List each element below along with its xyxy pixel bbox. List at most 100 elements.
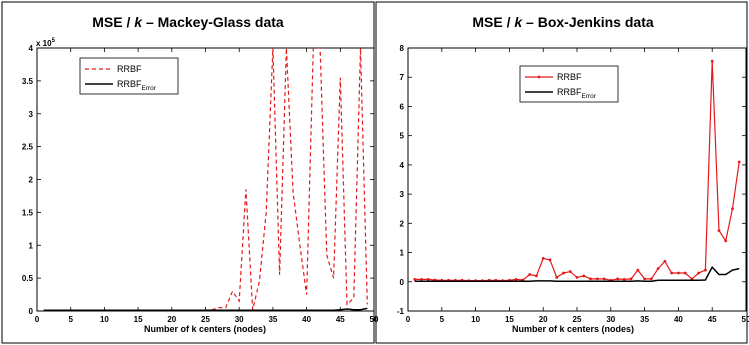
x-tick-label: 35	[268, 315, 277, 324]
y-tick-label: 4	[29, 44, 34, 53]
series-point-0	[528, 273, 532, 276]
series-point-0	[724, 239, 728, 243]
series-line-1	[414, 265, 740, 282]
y-tick-label: 3	[400, 190, 405, 199]
x-tick-label: 35	[640, 315, 649, 324]
y-tick-label: 8	[400, 44, 405, 53]
series-point-0	[731, 207, 734, 211]
legend-label-name: RRBF	[557, 87, 582, 97]
series-point-0	[514, 278, 518, 281]
chart-mackey-glass: MSE / k – Mackey-Glass data x 105 Number…	[1, 1, 379, 344]
x-tick-label: 45	[708, 315, 717, 324]
y-tick-label: 0	[400, 278, 405, 287]
x-tick-label: 40	[674, 315, 683, 324]
series-point-0	[413, 278, 417, 281]
series-point-0	[420, 278, 423, 281]
series-point-0	[697, 271, 701, 275]
x-tick-label: 15	[134, 315, 143, 324]
panel-border	[375, 1, 748, 344]
series-point-0	[717, 229, 721, 233]
y-tick-label: 4	[400, 161, 405, 170]
series-point-0	[568, 270, 572, 273]
legend-label-sub: Error	[582, 93, 597, 100]
legend-box	[519, 65, 619, 103]
legend-marker-0	[537, 75, 541, 79]
legend-label-name: RRBF	[557, 72, 582, 82]
series-point-0	[710, 59, 714, 63]
y-tick-label: 6	[400, 102, 405, 111]
legend-label-0: RRBF	[557, 72, 582, 82]
x-tick-label: 40	[302, 315, 311, 324]
x-tick-label: 0	[35, 315, 40, 324]
legend-label-name: RRBF	[117, 64, 142, 74]
x-tick-label: 15	[505, 315, 514, 324]
chart-title: MSE / k – Mackey-Glass data	[92, 14, 284, 30]
chart-title: MSE / k – Box-Jenkins data	[472, 14, 654, 30]
y-tick-label: 1	[400, 249, 405, 258]
series-point-0	[548, 258, 552, 262]
legend-box	[79, 57, 179, 95]
series-point-0	[704, 268, 707, 272]
series-point-0	[575, 275, 579, 279]
plot-series-group	[43, 48, 368, 311]
chart-box-jenkins: MSE / k – Box-Jenkins data Number of k c…	[375, 1, 749, 344]
series-point-0	[656, 267, 660, 271]
y-tick-label: 1	[29, 241, 34, 250]
series-point-0	[562, 271, 565, 275]
x-tick-label: 50	[370, 315, 379, 324]
series-point-0	[541, 257, 545, 260]
x-axis-label: Number of k centers (nodes)	[144, 324, 266, 334]
legend-label-sub: Error	[142, 85, 157, 92]
legend-label-1: RRBFError	[117, 79, 157, 92]
series-point-0	[683, 271, 687, 275]
x-tick-label: 50	[742, 315, 749, 324]
legend-label-name: RRBF	[117, 79, 142, 89]
x-tick-label: 10	[100, 315, 109, 324]
series-point-0	[535, 274, 538, 278]
series-point-0	[636, 268, 640, 272]
series-line-1	[43, 307, 368, 311]
y-tick-label: 1.5	[22, 208, 34, 217]
series-point-0	[616, 277, 619, 281]
series-point-0	[670, 271, 674, 275]
y-tick-label: 0	[29, 307, 34, 316]
legend-label-0: RRBF	[117, 64, 142, 74]
series-point-0	[582, 274, 586, 278]
series-point-0	[737, 160, 741, 164]
series-point-0	[589, 277, 592, 281]
x-tick-label: 25	[201, 315, 210, 324]
legend-label-1: RRBFError	[557, 87, 597, 100]
x-tick-label: 30	[606, 315, 615, 324]
y-tick-label: 3.5	[22, 77, 34, 86]
y-tick-label: 7	[400, 73, 405, 82]
x-axis-label: Number of k centers (nodes)	[512, 324, 634, 334]
x-tick-label: 25	[573, 315, 582, 324]
series-point-0	[629, 277, 633, 281]
series-point-0	[663, 259, 667, 263]
x-tick-label: 20	[167, 315, 176, 324]
series-point-0	[677, 271, 680, 275]
y-tick-label: 2	[29, 176, 34, 185]
y-tick-label: 2.5	[22, 143, 34, 152]
series-point-0	[555, 275, 559, 279]
x-tick-label: 5	[440, 315, 445, 324]
x-tick-label: 10	[471, 315, 480, 324]
y-multiplier: x 105	[36, 38, 56, 48]
series-point-0	[595, 277, 599, 281]
x-tick-label: 5	[68, 315, 73, 324]
y-tick-label: -1	[397, 307, 405, 316]
x-tick-label: 45	[336, 315, 345, 324]
series-point-0	[649, 277, 653, 281]
series-point-0	[622, 278, 626, 281]
series-point-0	[602, 277, 606, 281]
y-tick-label: 5	[400, 132, 405, 141]
y-tick-label: 3	[29, 110, 34, 119]
x-tick-label: 30	[235, 315, 244, 324]
y-tick-label: 2	[400, 219, 405, 228]
series-point-0	[643, 277, 646, 281]
y-tick-label: 0.5	[22, 274, 34, 283]
plot-series-group	[413, 59, 741, 283]
